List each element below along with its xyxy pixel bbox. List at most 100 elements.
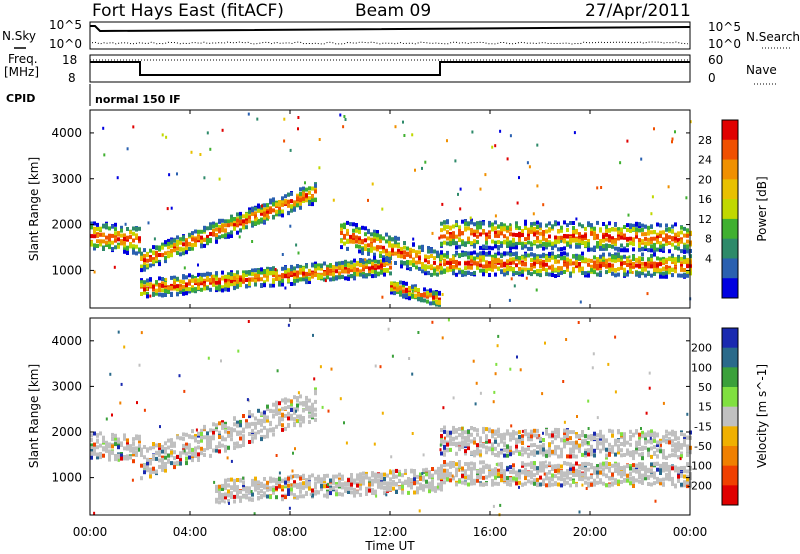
heatmap-cell — [581, 463, 584, 468]
heatmap-cell — [152, 251, 155, 256]
heatmap-cell — [436, 272, 439, 277]
heatmap-cell — [527, 253, 530, 258]
heatmap-cell — [557, 482, 560, 487]
heatmap-cell — [188, 455, 191, 460]
heatmap-cell — [470, 231, 473, 236]
heatmap-cell — [227, 477, 230, 482]
heatmap-cell — [179, 461, 182, 466]
heatmap-cell — [464, 442, 467, 447]
heatmap-cell — [632, 476, 635, 481]
heatmap-cell — [635, 429, 638, 434]
heatmap-cell — [263, 210, 266, 215]
heatmap-cell — [239, 228, 242, 233]
heatmap-cell — [353, 266, 356, 271]
heatmap-cell — [272, 409, 275, 414]
heatmap-cell — [509, 465, 512, 470]
heatmap-cell — [563, 239, 566, 244]
heatmap-cell — [464, 242, 467, 247]
heatmap-cell — [527, 229, 530, 234]
heatmap-cell — [473, 427, 476, 432]
heatmap-cell — [93, 448, 96, 453]
heatmap-cell — [185, 442, 188, 447]
heatmap-cell — [281, 196, 284, 201]
heatmap-cell — [170, 438, 173, 443]
heatmap-cell — [117, 237, 120, 242]
heatmap-cell — [200, 287, 203, 292]
heatmap-cell — [260, 411, 263, 416]
heatmap-cell — [433, 249, 436, 254]
heatmap-cell — [149, 283, 152, 288]
heatmap-cell — [632, 227, 635, 231]
heatmap-cell — [605, 243, 608, 248]
heatmap-cell — [132, 226, 135, 231]
y-tick-label: 4000 — [51, 126, 82, 140]
heatmap-cell — [129, 242, 132, 246]
heatmap-cell — [683, 226, 686, 231]
heatmap-cell — [296, 270, 299, 275]
heatmap-cell — [482, 255, 485, 260]
heatmap-cell — [629, 268, 632, 273]
heatmap-cell — [402, 280, 405, 285]
heatmap-cell — [194, 454, 197, 458]
heatmap-cell — [179, 286, 182, 291]
heatmap-cell — [485, 482, 488, 487]
heatmap-cell — [140, 255, 143, 260]
heatmap-cell — [593, 448, 596, 453]
heatmap-cell — [532, 212, 535, 216]
heatmap-cell — [299, 264, 302, 269]
heatmap-cell — [641, 430, 644, 435]
heatmap-cell — [554, 474, 557, 479]
heatmap-cell — [245, 284, 248, 289]
heatmap-cell — [383, 481, 386, 486]
heatmap-cell — [566, 234, 569, 239]
heatmap-cell — [203, 225, 206, 230]
heatmap-cell — [251, 268, 254, 273]
heatmap-cell — [374, 263, 377, 268]
heatmap-cell — [230, 430, 233, 434]
heatmap-cell — [395, 482, 398, 487]
heatmap-cell — [314, 476, 317, 481]
heatmap-cell — [93, 450, 96, 455]
heatmap-cell — [587, 273, 590, 278]
heatmap-cell — [467, 429, 470, 434]
heatmap-cell — [281, 199, 284, 204]
heatmap-cell — [350, 482, 353, 487]
heatmap-cell — [140, 251, 143, 256]
heatmap-cell — [138, 439, 141, 444]
heatmap-cell — [632, 223, 635, 228]
heatmap-cell — [629, 471, 632, 476]
heatmap-cell — [431, 231, 434, 235]
heatmap-cell — [638, 238, 641, 242]
heatmap-cell — [293, 410, 296, 415]
heatmap-cell — [569, 271, 572, 276]
heatmap-cell — [545, 258, 548, 263]
heatmap-cell — [638, 247, 641, 252]
heatmap-cell — [518, 238, 521, 243]
heatmap-cell — [343, 225, 346, 230]
heatmap-cell — [236, 280, 239, 284]
heatmap-cell — [512, 232, 515, 237]
heatmap-cell — [140, 280, 143, 285]
heatmap-cell — [296, 474, 299, 479]
heatmap-cell — [359, 486, 362, 491]
heatmap-cell — [397, 244, 400, 249]
heatmap-cell — [542, 236, 545, 241]
heatmap-cell — [414, 284, 417, 289]
heatmap-cell — [647, 248, 650, 253]
heatmap-cell — [554, 239, 557, 244]
heatmap-cell — [620, 243, 623, 248]
heatmap-cell — [629, 464, 632, 468]
heatmap-cell — [542, 241, 545, 246]
heatmap-cell — [515, 245, 518, 250]
heatmap-cell — [281, 494, 284, 499]
heatmap-cell — [563, 234, 566, 238]
heatmap-cell — [140, 476, 143, 481]
heatmap-cell — [364, 232, 367, 237]
heatmap-cell — [248, 432, 251, 436]
heatmap-cell — [377, 473, 380, 478]
heatmap-cell — [452, 442, 455, 446]
heatmap-cell — [602, 234, 605, 239]
heatmap-cell — [344, 118, 347, 121]
heatmap-cell — [554, 430, 557, 435]
heatmap-cell — [443, 240, 446, 245]
